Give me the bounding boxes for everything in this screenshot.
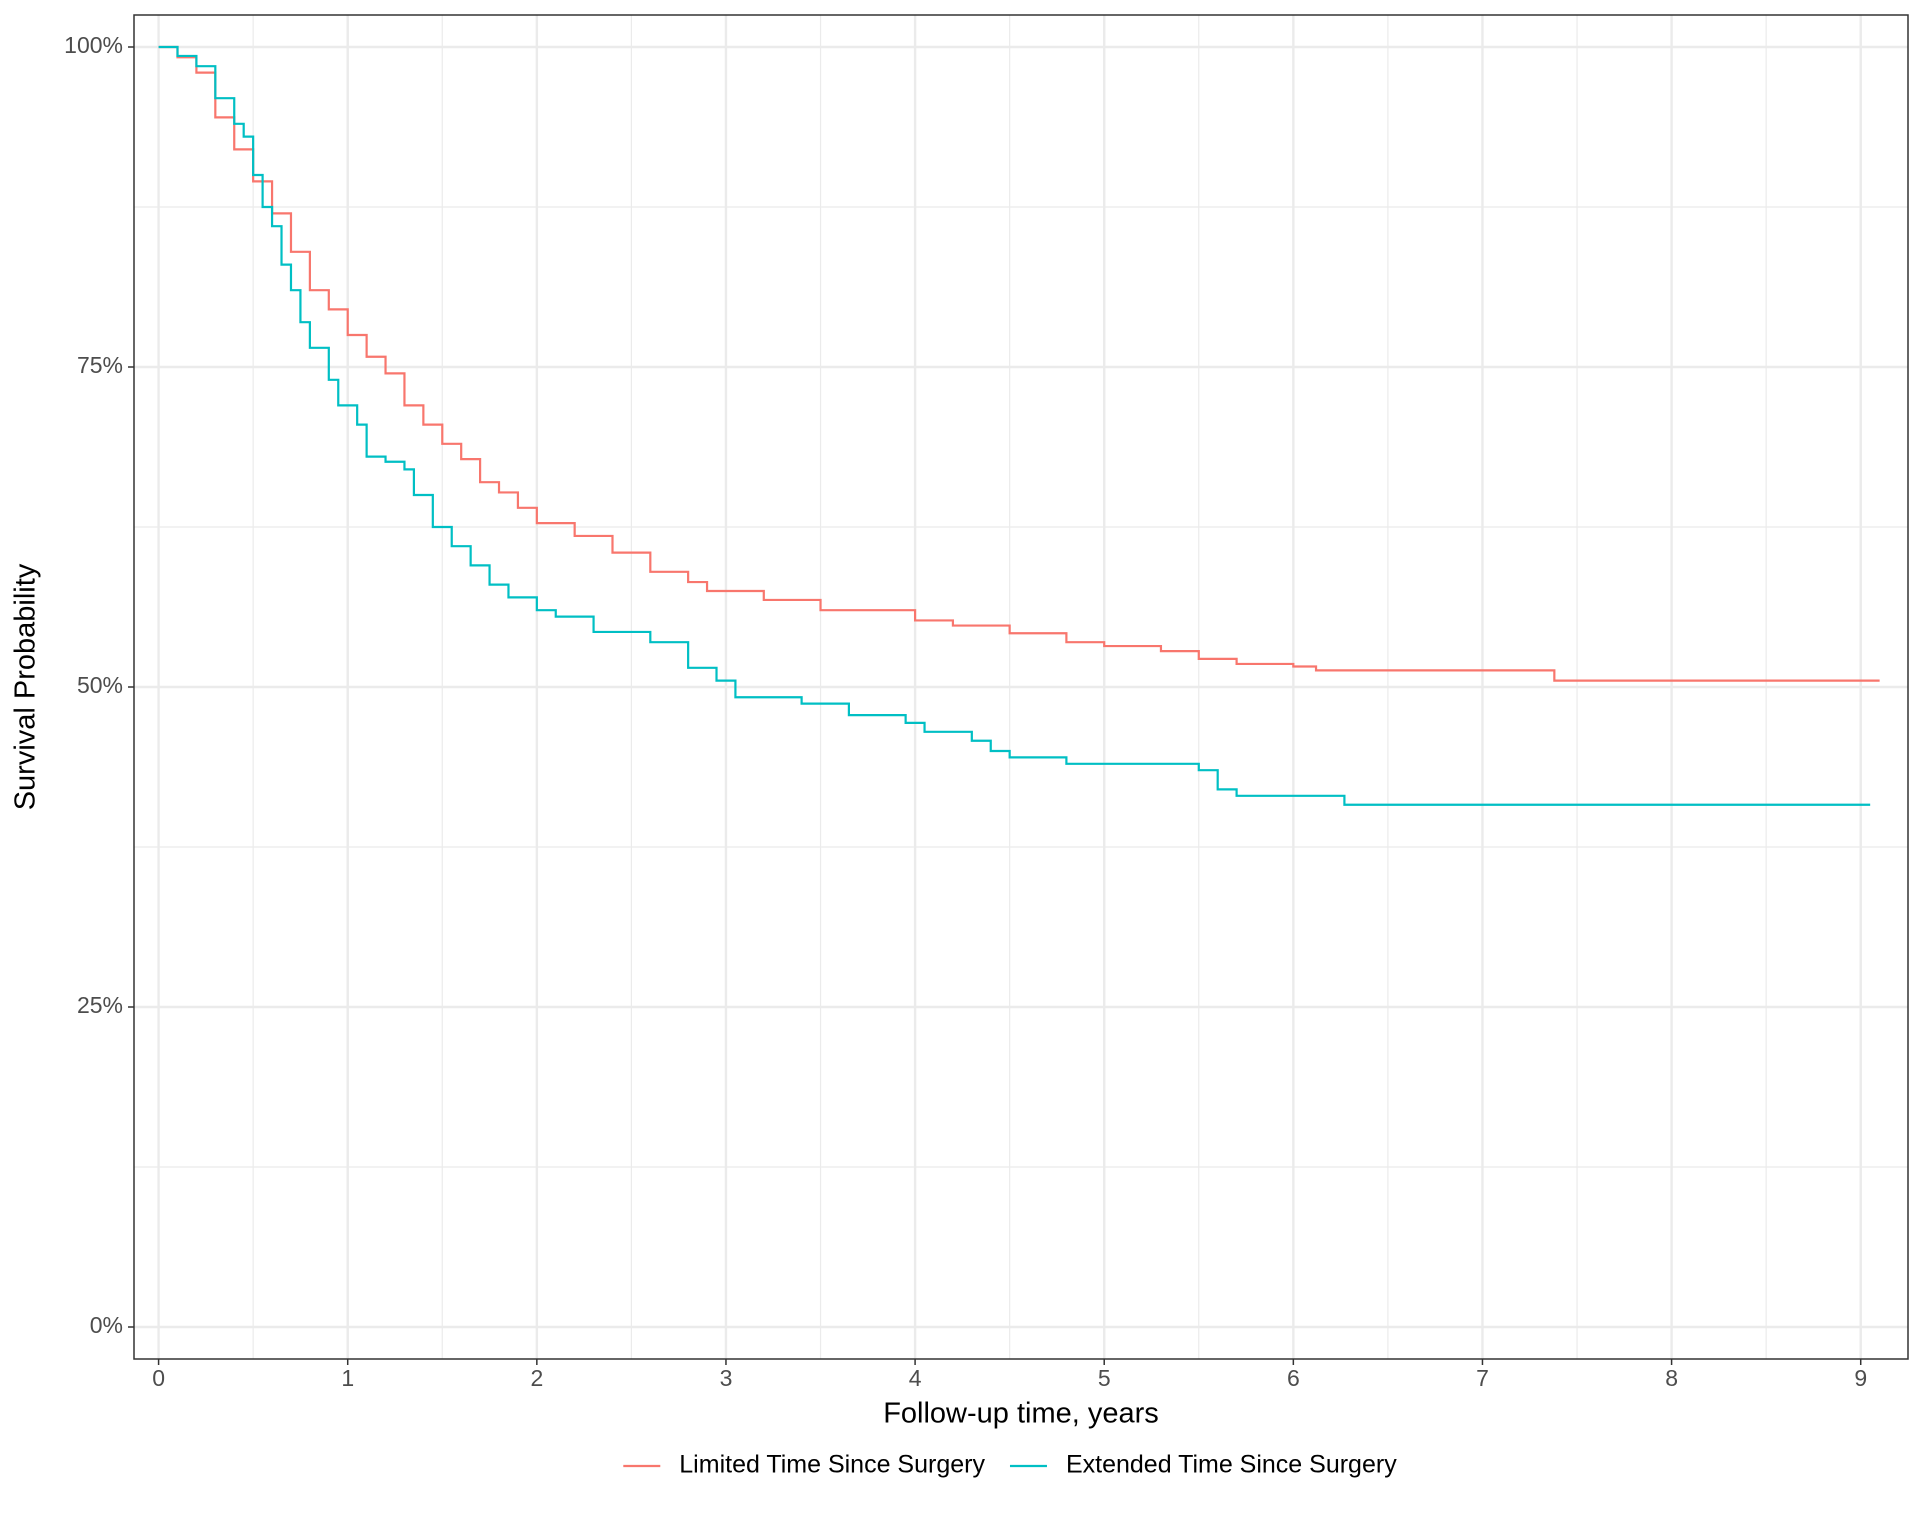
y-tick-label: 100%: [64, 32, 123, 58]
y-tick-label: 25%: [77, 992, 123, 1018]
x-tick-label: 2: [530, 1365, 543, 1391]
y-tick-label: 50%: [77, 672, 123, 698]
y-tick-label: 75%: [77, 352, 123, 378]
x-tick-label: 5: [1098, 1365, 1111, 1391]
x-tick-label: 0: [152, 1365, 165, 1391]
y-axis-title: Survival Probability: [10, 563, 42, 810]
x-tick-label: 1: [341, 1365, 354, 1391]
x-tick-label: 8: [1665, 1365, 1678, 1391]
x-tick-label: 4: [909, 1365, 922, 1391]
plot-border: [133, 14, 1909, 1360]
x-tick-label: 3: [720, 1365, 733, 1391]
x-tick-label: 7: [1476, 1365, 1489, 1391]
x-tick-label: 9: [1854, 1365, 1867, 1391]
x-tick-label: 6: [1287, 1365, 1300, 1391]
survival-curve: [158, 45, 1880, 682]
y-tick-label: 0%: [90, 1312, 123, 1338]
x-axis-title: Follow-up time, years: [883, 1398, 1159, 1430]
legend-label: Limited Time Since Surgery: [679, 1451, 985, 1479]
survival-curve: [158, 45, 1871, 806]
legend-label: Extended Time Since Surgery: [1066, 1451, 1397, 1479]
